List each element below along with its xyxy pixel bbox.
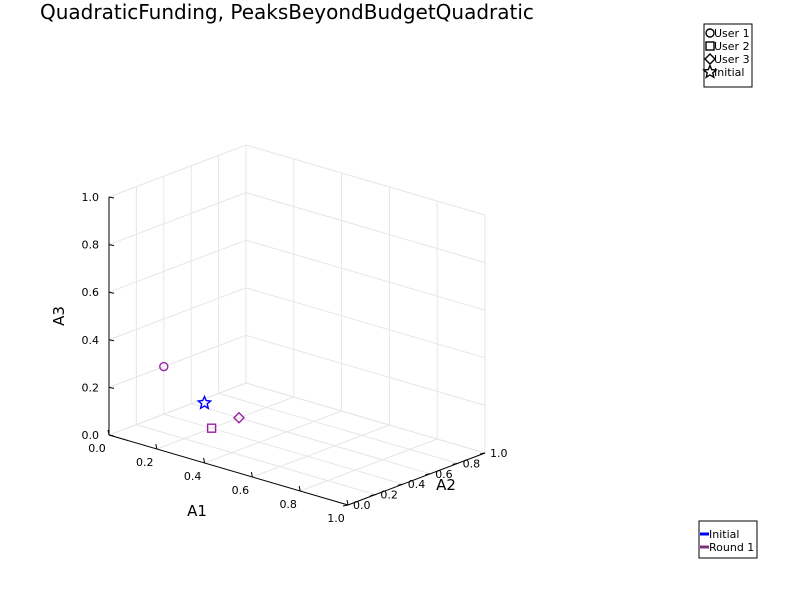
x-tick-label: 0.0 bbox=[88, 442, 106, 455]
y-axis-label: A2 bbox=[436, 476, 456, 494]
y-tick-label: 0.4 bbox=[408, 478, 426, 491]
x-tick-mark bbox=[203, 457, 206, 464]
axes bbox=[107, 196, 486, 507]
y-axis-line bbox=[347, 452, 486, 506]
legend-box bbox=[698, 520, 758, 559]
x-tick-mark bbox=[155, 443, 158, 450]
y-tick-mark bbox=[479, 452, 486, 455]
grid-line bbox=[218, 392, 458, 464]
z-axis-label: A3 bbox=[50, 306, 68, 326]
grid-line bbox=[108, 287, 247, 341]
y-tick-mark bbox=[397, 483, 403, 486]
legend-label: User 1 bbox=[714, 27, 750, 40]
grid-line bbox=[245, 287, 486, 359]
grid-line bbox=[245, 334, 486, 406]
z-tick-mark bbox=[108, 339, 115, 342]
data-points bbox=[159, 361, 245, 433]
grid-line bbox=[245, 192, 486, 264]
grid bbox=[108, 144, 486, 506]
y-tick-mark bbox=[452, 462, 458, 465]
z-tick-mark bbox=[108, 244, 115, 247]
grid-line bbox=[163, 413, 403, 485]
legend-label: User 2 bbox=[714, 40, 750, 53]
grid-line bbox=[191, 403, 431, 475]
x-axis-label: A1 bbox=[187, 502, 207, 520]
y-tick-mark bbox=[425, 473, 431, 476]
tick-labels: 0.00.00.00.20.20.20.40.40.40.60.60.60.80… bbox=[82, 191, 508, 525]
y-tick-label: 0.8 bbox=[463, 457, 481, 470]
legend-label: Round 1 bbox=[709, 541, 754, 554]
grid-line bbox=[245, 144, 486, 216]
grid-line bbox=[204, 410, 342, 464]
point-user-2 bbox=[206, 423, 217, 433]
grid-line bbox=[252, 424, 390, 478]
x-axis-line bbox=[108, 434, 349, 506]
z-tick-mark bbox=[108, 291, 115, 294]
legend-marker bbox=[705, 41, 715, 51]
grid-line bbox=[245, 239, 486, 311]
z-tick-label: 0.2 bbox=[82, 381, 100, 394]
y-tick-label: 0.6 bbox=[435, 468, 453, 481]
legend-label: User 3 bbox=[714, 53, 750, 66]
z-tick-mark bbox=[108, 386, 115, 389]
point-user-1 bbox=[159, 361, 169, 372]
y-tick-label: 0.2 bbox=[380, 489, 398, 502]
z-tick-label: 0.4 bbox=[82, 334, 100, 347]
y-tick-label: 1.0 bbox=[490, 447, 508, 460]
x-tick-label: 0.4 bbox=[184, 470, 202, 483]
grid-line bbox=[108, 144, 247, 198]
x-tick-mark bbox=[250, 471, 253, 478]
chart-title: QuadraticFunding, PeaksBeyondBudgetQuadr… bbox=[40, 0, 534, 24]
grid-line bbox=[108, 239, 247, 293]
grid-line bbox=[300, 438, 438, 492]
x-tick-mark bbox=[346, 499, 349, 506]
grid-line bbox=[156, 396, 294, 450]
grid-line bbox=[136, 424, 376, 496]
x-tick-mark bbox=[107, 429, 110, 436]
z-tick-mark bbox=[108, 434, 115, 437]
legend-marker bbox=[702, 63, 718, 79]
grid-line bbox=[245, 382, 486, 454]
x-tick-label: 0.2 bbox=[136, 456, 154, 469]
grid-line bbox=[108, 334, 247, 388]
x-tick-mark bbox=[298, 485, 301, 492]
z-tick-mark bbox=[108, 196, 115, 199]
x-tick-label: 0.8 bbox=[279, 498, 297, 511]
legend-label: Initial bbox=[714, 66, 744, 79]
y-tick-mark bbox=[370, 494, 376, 497]
y-tick-label: 0.0 bbox=[353, 499, 371, 512]
point-user-3 bbox=[233, 411, 245, 424]
grid-line bbox=[108, 382, 247, 436]
legend-label: Initial bbox=[709, 528, 739, 541]
z-tick-label: 0.8 bbox=[82, 239, 100, 252]
grid-line bbox=[108, 192, 247, 246]
legend-marker bbox=[705, 28, 715, 38]
point-initial bbox=[196, 394, 213, 410]
x-tick-label: 0.6 bbox=[232, 484, 250, 497]
z-tick-label: 0.6 bbox=[82, 286, 100, 299]
x-tick-label: 1.0 bbox=[327, 512, 345, 525]
z-tick-label: 1.0 bbox=[82, 191, 100, 204]
z-tick-label: 0.0 bbox=[82, 429, 100, 442]
y-tick-mark bbox=[342, 504, 349, 507]
